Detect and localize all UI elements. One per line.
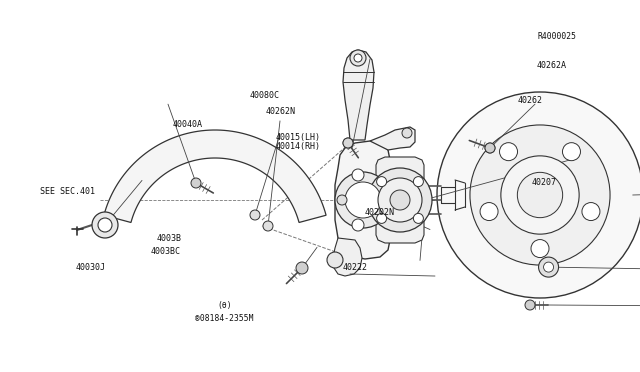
Text: 40040A: 40040A — [173, 120, 203, 129]
Circle shape — [390, 190, 410, 210]
Circle shape — [350, 50, 366, 66]
Circle shape — [98, 218, 112, 232]
Circle shape — [402, 128, 412, 138]
Circle shape — [297, 263, 307, 273]
Circle shape — [485, 143, 495, 153]
Circle shape — [413, 214, 424, 223]
Text: 40207: 40207 — [531, 178, 556, 187]
Circle shape — [517, 172, 563, 218]
Text: (θ): (θ) — [218, 301, 232, 310]
Circle shape — [343, 138, 353, 148]
Circle shape — [543, 262, 554, 272]
Text: 40222: 40222 — [342, 263, 367, 272]
Polygon shape — [333, 238, 362, 276]
Circle shape — [368, 168, 432, 232]
Text: 40014(RH): 40014(RH) — [275, 142, 320, 151]
Circle shape — [501, 156, 579, 234]
Circle shape — [327, 252, 343, 268]
Circle shape — [352, 219, 364, 231]
Circle shape — [376, 214, 387, 223]
Circle shape — [525, 300, 535, 310]
Text: 4003BC: 4003BC — [150, 247, 180, 256]
Circle shape — [582, 202, 600, 221]
Text: 40080C: 40080C — [250, 92, 280, 100]
Text: 40262A: 40262A — [536, 61, 566, 70]
Circle shape — [250, 210, 260, 220]
Text: ®08184-2355M: ®08184-2355M — [195, 314, 253, 323]
Circle shape — [376, 177, 387, 187]
Circle shape — [191, 178, 201, 188]
Circle shape — [378, 178, 422, 222]
Text: SEE SEC.401: SEE SEC.401 — [40, 187, 95, 196]
Text: 40015(LH): 40015(LH) — [275, 133, 320, 142]
Circle shape — [480, 202, 498, 221]
Circle shape — [345, 182, 381, 218]
Circle shape — [337, 195, 347, 205]
Polygon shape — [370, 127, 415, 150]
Circle shape — [343, 138, 353, 148]
Circle shape — [296, 262, 308, 274]
Text: 4003B: 4003B — [157, 234, 182, 243]
Text: R4000025: R4000025 — [538, 32, 577, 41]
Circle shape — [413, 177, 424, 187]
Circle shape — [499, 143, 518, 161]
Text: 40030J: 40030J — [76, 263, 106, 272]
Circle shape — [437, 92, 640, 298]
Circle shape — [470, 125, 610, 265]
Circle shape — [354, 54, 362, 62]
Text: 40202N: 40202N — [365, 208, 395, 217]
Circle shape — [335, 172, 391, 228]
Circle shape — [92, 212, 118, 238]
Text: 40262: 40262 — [517, 96, 542, 105]
Polygon shape — [335, 141, 390, 259]
Text: 40262N: 40262N — [266, 107, 296, 116]
Circle shape — [352, 169, 364, 181]
Circle shape — [263, 221, 273, 231]
Circle shape — [563, 143, 580, 161]
Circle shape — [531, 240, 549, 257]
Circle shape — [485, 143, 495, 153]
Polygon shape — [343, 50, 374, 140]
Polygon shape — [104, 130, 326, 222]
Circle shape — [538, 257, 559, 277]
Polygon shape — [376, 157, 424, 243]
